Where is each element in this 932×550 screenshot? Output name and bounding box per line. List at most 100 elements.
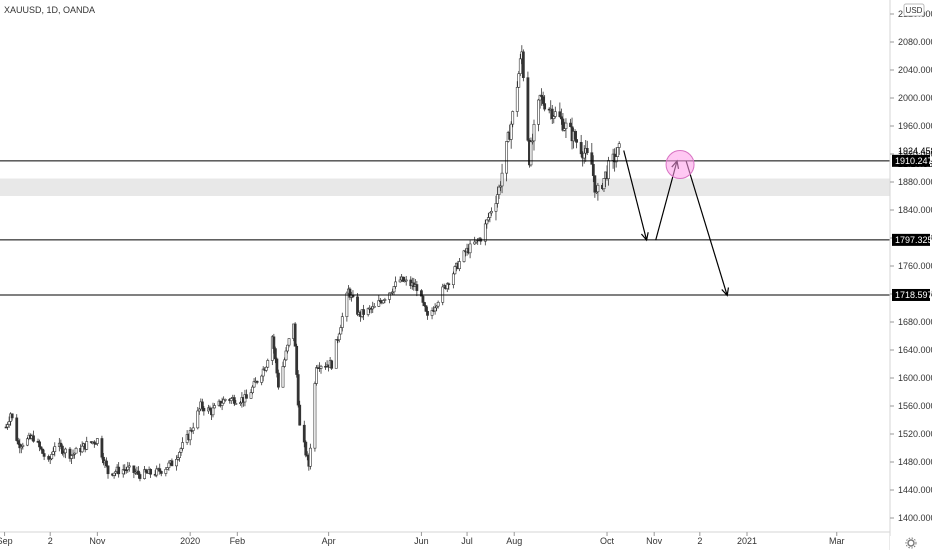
candle (339, 324, 343, 335)
candle (553, 106, 557, 119)
candle-body (158, 468, 162, 472)
candle-body (100, 438, 104, 458)
candle-body (453, 266, 457, 275)
candle (114, 469, 118, 477)
y-tick-label: 1600.000 (898, 373, 932, 383)
candle (92, 440, 96, 448)
candle (415, 280, 419, 297)
candle-body (540, 94, 544, 98)
candle (435, 305, 439, 312)
candle (497, 184, 501, 199)
candle-body (181, 442, 184, 449)
candle-body (132, 465, 136, 473)
candle (7, 416, 11, 428)
candle (245, 389, 248, 399)
candle (16, 437, 20, 445)
candle (223, 398, 227, 403)
candle (372, 302, 376, 308)
candle-body (284, 350, 288, 361)
candle (445, 282, 449, 293)
candle-body (401, 276, 405, 282)
candle (447, 282, 451, 290)
candle (102, 452, 105, 466)
candle-body (208, 407, 212, 411)
candle-body (389, 292, 393, 295)
candle (134, 468, 137, 475)
candle-body (95, 438, 99, 444)
candle (220, 397, 224, 411)
candle (558, 102, 562, 118)
candle (74, 446, 78, 454)
candle-body (462, 250, 466, 262)
level-price-badge (892, 233, 930, 246)
candle (381, 299, 385, 304)
candle-body (537, 99, 540, 125)
candle (222, 396, 226, 404)
candle (200, 398, 204, 412)
candle (579, 134, 583, 158)
candle (488, 211, 492, 223)
candle-body (232, 397, 236, 404)
candle-body (569, 122, 572, 127)
candle-body (249, 392, 253, 399)
candle-body (558, 111, 562, 118)
candle (298, 400, 302, 426)
candle (39, 446, 43, 451)
projection-arrow (623, 150, 648, 241)
candle (229, 397, 233, 404)
candle (559, 108, 563, 125)
candle-body (167, 462, 171, 468)
candle (532, 119, 536, 151)
candle-body (38, 441, 41, 448)
currency-button-label: USD (906, 6, 923, 15)
candle (18, 438, 22, 454)
candle-body (19, 446, 23, 449)
candle-body (178, 452, 181, 458)
candle-body (490, 210, 493, 214)
candle-body (273, 348, 277, 360)
candle (421, 294, 425, 307)
candle (433, 303, 437, 315)
candle-body (585, 148, 589, 153)
candle (62, 450, 66, 458)
candle (32, 430, 35, 443)
candle-body (229, 398, 233, 402)
candle-body (394, 281, 397, 287)
candle-body (404, 279, 408, 282)
candle-body (543, 103, 547, 110)
candle (127, 462, 131, 472)
x-tick-label: Nov (89, 536, 106, 546)
candle (208, 405, 212, 411)
candle (211, 402, 215, 418)
candle (167, 460, 171, 471)
y-tick-label: 1880.000 (898, 177, 932, 187)
x-tick-label: Jul (461, 536, 473, 546)
candle-body (68, 448, 72, 459)
candle-body (170, 460, 174, 467)
candle (529, 137, 533, 167)
target-circle (665, 150, 695, 179)
candle (573, 129, 577, 142)
candle-body (521, 51, 525, 78)
y-tick-label: 1560.000 (898, 401, 932, 411)
candle-body (383, 299, 387, 301)
settings-icon[interactable] (905, 537, 917, 549)
last-price-label: 1924.458 (898, 146, 932, 156)
candle (485, 219, 489, 229)
candle-body (261, 368, 265, 377)
candle-body (277, 372, 280, 388)
candle (117, 462, 121, 478)
candle-body (298, 404, 302, 426)
candle-body (94, 443, 98, 445)
candle (164, 467, 168, 477)
candle-body (134, 471, 137, 474)
candle-body (348, 288, 352, 298)
candle (95, 438, 99, 446)
candle-body (362, 309, 366, 315)
candle (149, 468, 153, 478)
currency-button[interactable] (903, 3, 925, 17)
candle (518, 53, 522, 77)
candle-body (485, 219, 489, 225)
candle-body (176, 457, 180, 460)
